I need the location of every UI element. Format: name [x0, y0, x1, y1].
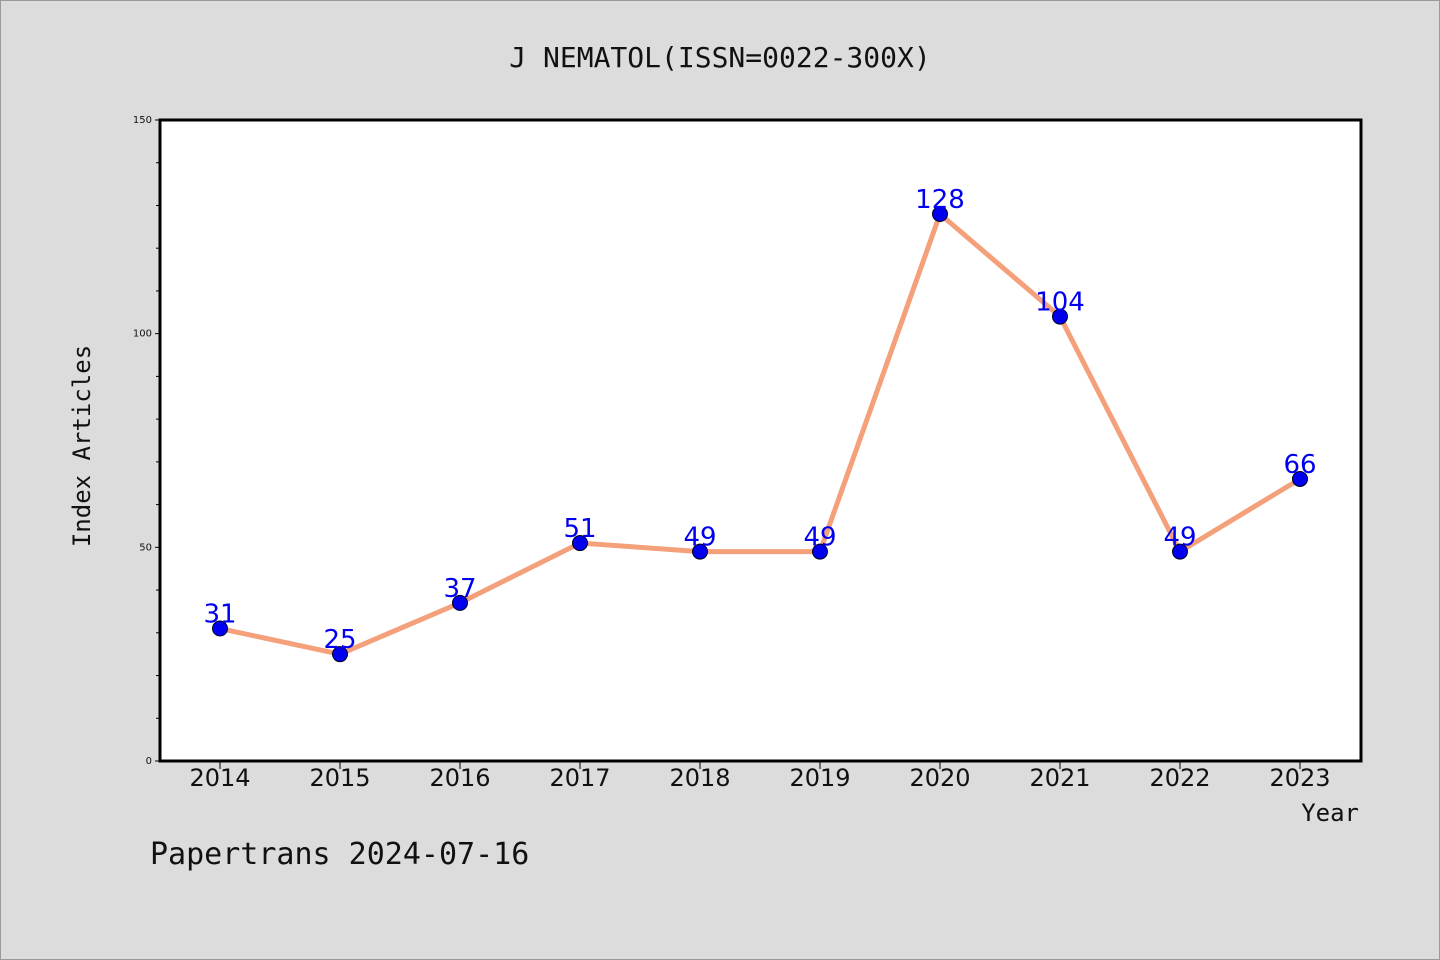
data-point: [1172, 543, 1188, 560]
x-axis: 2014 2015 2016 2017 2018 2019 2020 2021 2022 2023: [189, 761, 1331, 792]
data-label: 104: [1035, 288, 1085, 318]
x-tick-label: 2020: [909, 764, 970, 792]
plot-area: [160, 120, 1361, 761]
chart-title: J NEMATOL(ISSN=0022-300X): [509, 41, 930, 74]
plot-frame: [158, 118, 1363, 763]
x-tick-label: 2021: [1029, 764, 1090, 792]
data-point: [332, 646, 348, 663]
y-axis: 0 50 100 150: [133, 115, 160, 767]
y-tick-label: 100: [133, 329, 152, 340]
y-axis-label: Index Articles: [68, 345, 96, 547]
x-tick-label: 2023: [1269, 764, 1330, 792]
data-label: 25: [323, 625, 356, 655]
y-tick-label: 0: [146, 756, 152, 767]
x-tick-label: 2018: [669, 764, 730, 792]
footer-credit: Papertrans 2024-07-16: [150, 837, 529, 872]
y-tick-label: 150: [133, 115, 152, 126]
data-point: [572, 535, 588, 552]
data-point: [692, 543, 708, 560]
data-point: [1052, 308, 1068, 325]
x-tick-label: 2015: [309, 764, 370, 792]
x-tick-label: 2017: [549, 764, 610, 792]
series-layer: 31 25 37 51 49 49 128 104 49 66: [203, 185, 1317, 663]
data-label: 49: [803, 523, 836, 553]
data-point: [452, 594, 468, 611]
x-tick-label: 2014: [189, 764, 250, 792]
data-label: 37: [443, 574, 476, 604]
x-tick-label: 2019: [789, 764, 850, 792]
data-point: [212, 620, 228, 637]
x-tick-label: 2022: [1149, 764, 1210, 792]
series-line: [217, 211, 1303, 657]
data-label: 31: [203, 600, 236, 630]
data-point: [1292, 470, 1308, 487]
x-axis-label: Year: [1301, 799, 1359, 827]
data-label: 49: [1163, 523, 1196, 553]
data-label: 49: [683, 523, 716, 553]
data-label: 66: [1283, 450, 1316, 480]
data-label: 51: [563, 514, 596, 544]
data-label: 128: [915, 185, 965, 215]
data-point: [932, 206, 948, 223]
data-point: [812, 543, 828, 560]
y-tick-label: 50: [139, 542, 152, 553]
x-tick-label: 2016: [429, 764, 490, 792]
